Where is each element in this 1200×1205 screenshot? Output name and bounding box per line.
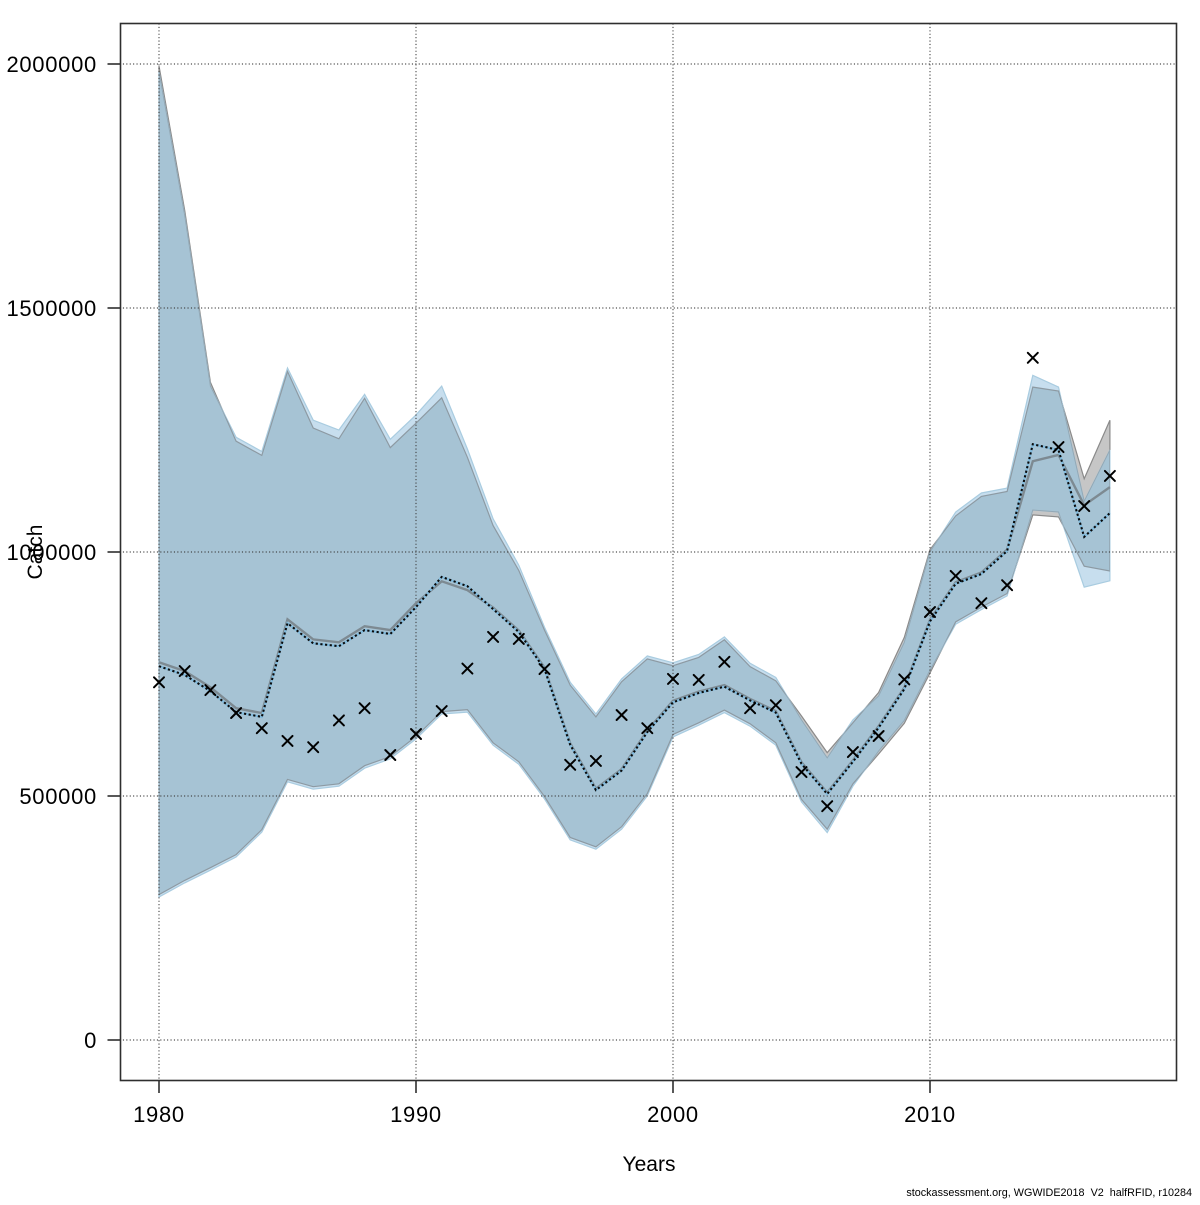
svg-text:1980: 1980 xyxy=(133,1102,185,1127)
svg-text:1000000: 1000000 xyxy=(6,540,97,565)
svg-text:Years: Years xyxy=(623,1153,676,1176)
svg-text:2000: 2000 xyxy=(647,1102,699,1127)
svg-text:2000000: 2000000 xyxy=(6,52,97,77)
svg-text:Catch: Catch xyxy=(24,525,47,580)
svg-text:0: 0 xyxy=(84,1028,97,1053)
svg-text:stockassessment.org, WGWIDE201: stockassessment.org, WGWIDE2018 V2 halfR… xyxy=(906,1187,1192,1199)
svg-text:1500000: 1500000 xyxy=(6,296,97,321)
svg-text:500000: 500000 xyxy=(19,784,97,809)
svg-text:2010: 2010 xyxy=(904,1102,956,1127)
svg-text:1990: 1990 xyxy=(390,1102,442,1127)
